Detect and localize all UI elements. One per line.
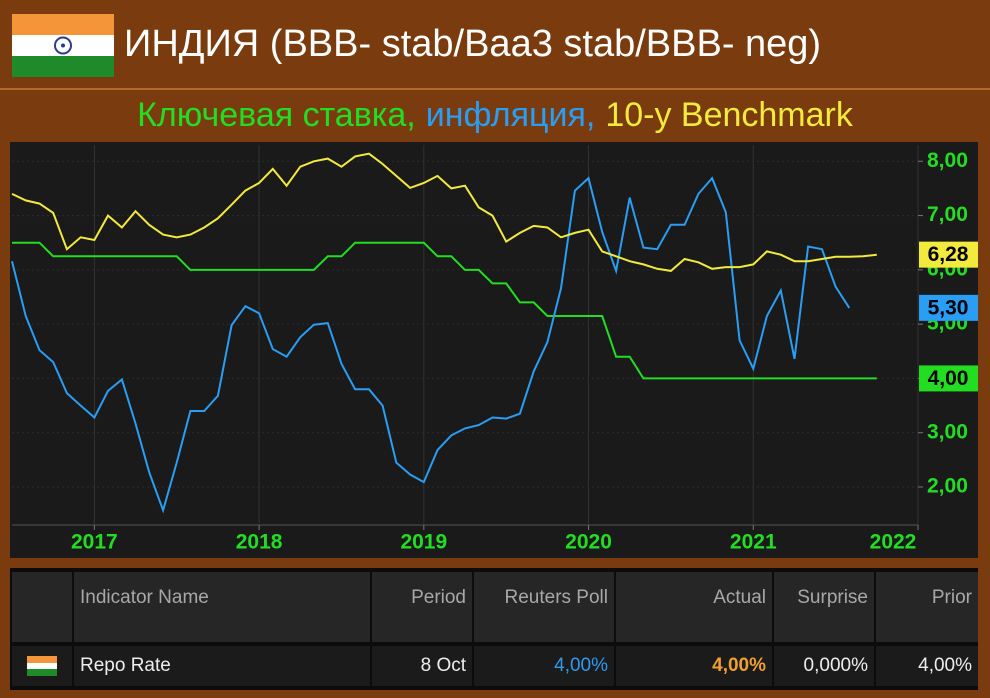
legend-entry: инфляция,: [426, 96, 596, 134]
header-cell: Surprise: [774, 572, 874, 642]
x-tick-label: 2020: [565, 531, 612, 554]
header-cell: [12, 572, 72, 642]
y-tick-label: 8,00: [927, 149, 968, 172]
row-cell: Repo Rate: [74, 646, 370, 686]
value-label: 6,28: [928, 243, 969, 266]
flag-icon: [12, 14, 114, 77]
plot-background: [10, 142, 978, 558]
header-cell: Actual: [616, 572, 772, 642]
legend-entry: Ключевая ставка,: [137, 96, 416, 134]
series-line: [12, 241, 877, 380]
row-cell: 4,00%: [474, 646, 614, 686]
flag-icon: [27, 656, 57, 676]
series-line: [11, 152, 877, 272]
legend-entry: 10-y Benchmark: [605, 96, 854, 134]
chart-title: ИНДИЯ (BBB- stab/Baa3 stab/BBB- neg): [124, 23, 821, 65]
title-bar: [0, 0, 990, 88]
row-cell: 4,00%: [876, 646, 978, 686]
legend: Ключевая ставка, инфляция, 10-y Benchmark: [137, 96, 854, 134]
y-tick-label: 3,00: [927, 420, 968, 443]
header-cell: Prior: [876, 572, 978, 642]
x-tick-label: 2017: [71, 531, 118, 554]
x-tick-label: 2022: [870, 531, 917, 554]
header-cell: Indicator Name: [74, 572, 370, 642]
value-label-box: [919, 241, 978, 268]
value-label: 4,00: [928, 367, 969, 390]
row-cell: [12, 646, 72, 686]
row-cell: 0,000%: [774, 646, 874, 686]
chart: ИНДИЯ (BBB- stab/Baa3 stab/BBB- neg) Клю…: [0, 0, 990, 558]
header-cell: Reuters Poll: [474, 572, 614, 642]
value-label-box: [919, 365, 978, 392]
x-tick-label: 2019: [400, 531, 447, 554]
header-cell: Period: [372, 572, 472, 642]
value-label-box: [919, 294, 978, 321]
x-tick-label: 2021: [730, 531, 777, 554]
row-cell: 8 Oct: [372, 646, 472, 686]
y-tick-label: 7,00: [927, 203, 968, 226]
x-tick-label: 2018: [236, 531, 283, 554]
table: Indicator Name Period Reuters Poll Actual Su…: [10, 568, 978, 690]
value-label: 5,30: [928, 296, 969, 319]
row-cell: 4,00%: [616, 646, 772, 686]
series-line: [11, 176, 851, 514]
y-tick-label: 2,00: [927, 475, 968, 498]
